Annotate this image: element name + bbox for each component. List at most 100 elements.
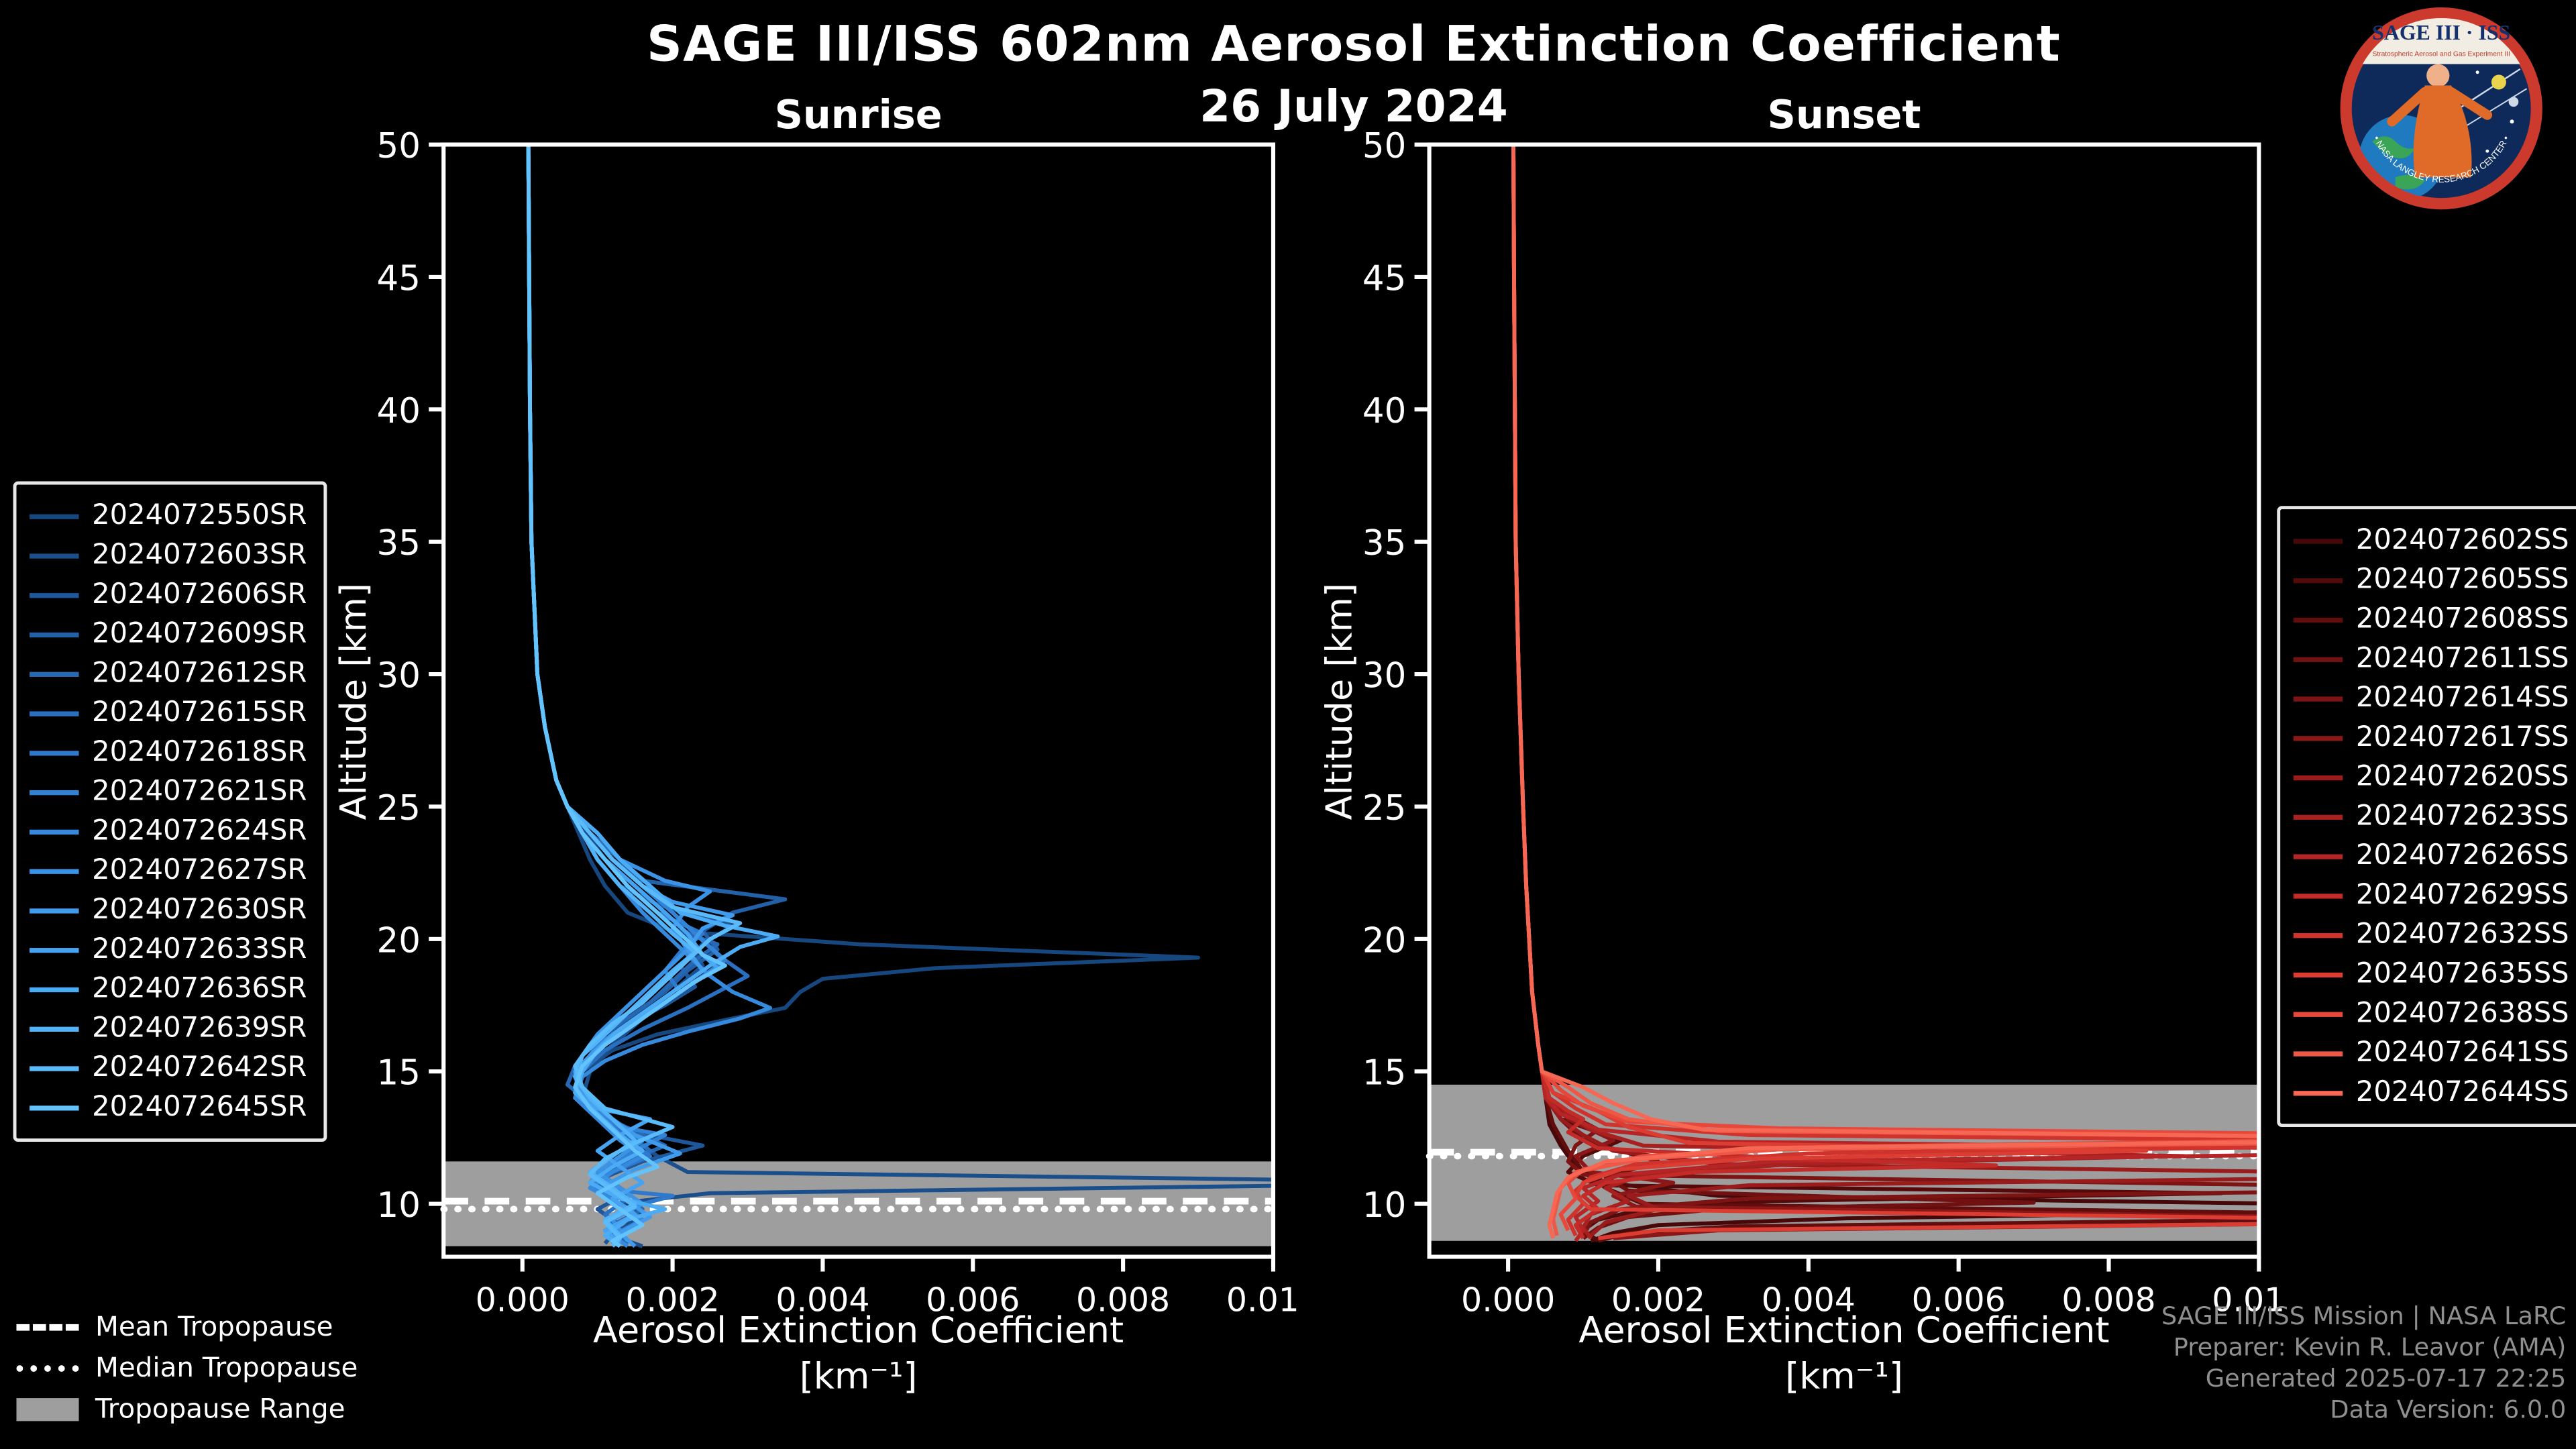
- legend-item: 2024072620SS: [2293, 757, 2569, 797]
- sunrise-x-axis-unit: [km⁻¹]: [799, 1356, 918, 1399]
- legend-line-swatch: [2293, 577, 2343, 583]
- legend-label: 2024072612SR: [92, 657, 307, 690]
- x-tick-label: 0.004: [1762, 1281, 1856, 1319]
- dashed-line-icon: [16, 1323, 79, 1330]
- legend-line-swatch: [30, 749, 79, 755]
- y-tick-label: 20: [1362, 920, 1406, 961]
- y-tick-label: 25: [1362, 788, 1406, 828]
- profile-line-2024072621SR: [526, 144, 727, 1245]
- legend-line-swatch: [2293, 1051, 2343, 1056]
- profile-line-2024072550SR: [526, 144, 1200, 1246]
- legend-line-swatch: [30, 553, 79, 558]
- tropopause-range-label: Tropopause Range: [95, 1393, 345, 1425]
- legend-label: 2024072627SR: [92, 854, 307, 888]
- legend-label: 2024072618SR: [92, 736, 307, 769]
- figure-arms: [2387, 87, 2493, 127]
- legend-label: 2024072644SS: [2355, 1076, 2569, 1110]
- legend-line-swatch: [30, 789, 79, 795]
- y-tick-label: 50: [1362, 128, 1406, 166]
- plot-frame: [441, 142, 1276, 1259]
- x-tick-label: 0.000: [1461, 1281, 1555, 1319]
- legend-line-swatch: [2293, 774, 2343, 780]
- mean-tropopause-label: Mean Tropopause: [95, 1311, 333, 1342]
- profile-line-2024072603SR: [526, 144, 1273, 1248]
- legend-label: 2024072615SR: [92, 696, 307, 730]
- y-tick-label: 45: [377, 258, 421, 299]
- profile-line-2024072623SS: [1511, 144, 2186, 1240]
- legend-label: 2024072606SR: [92, 578, 307, 612]
- x-tick-label: 0.006: [926, 1281, 1020, 1319]
- legend-item: 2024072623SS: [2293, 797, 2569, 837]
- legend-item: 2024072603SR: [30, 535, 307, 575]
- figure-robe: [2413, 85, 2472, 178]
- profile-line-2024072645SR: [526, 144, 727, 1248]
- y-tick-label: 15: [377, 1053, 421, 1093]
- sunset-panel-title: Sunset: [1767, 92, 1921, 138]
- legend-item: 2024072621SR: [30, 772, 307, 812]
- legend-line-swatch: [30, 631, 79, 637]
- x-tick-label: 0.010: [1226, 1281, 1296, 1319]
- x-tick-label: 0.008: [2061, 1281, 2155, 1319]
- sunset-x-axis-label: Aerosol Extinction Coefficient: [1578, 1311, 2110, 1352]
- logo-subtitle: Stratospheric Aerosol and Gas Experiment…: [2372, 50, 2510, 58]
- profile-line-2024072615SR: [526, 144, 750, 1245]
- y-tick-label: 10: [1362, 1185, 1406, 1226]
- sunrise-legend: 2024072550SR 2024072603SR 2024072606SR 2024…: [13, 481, 327, 1142]
- x-tick-label: 0.008: [1076, 1281, 1170, 1319]
- legend-line-swatch: [2293, 735, 2343, 741]
- median-tropopause-entry: Median Tropopause: [16, 1347, 358, 1388]
- legend-label: 2024072642SR: [92, 1051, 307, 1085]
- y-tick-label: 35: [377, 523, 421, 564]
- legend-line-swatch: [30, 828, 79, 834]
- sunset-legend: 2024072602SS 2024072605SS 2024072608SS 2024…: [2277, 506, 2576, 1128]
- legend-item: 2024072606SR: [30, 575, 307, 614]
- legend-item: 2024072636SR: [30, 969, 307, 1009]
- legend-line-swatch: [2293, 538, 2343, 543]
- legend-label: 2024072632SS: [2355, 918, 2569, 951]
- profile-line-2024072627SR: [526, 144, 712, 1242]
- legend-label: 2024072630SR: [92, 894, 307, 927]
- profile-line-2024072639SR: [526, 144, 698, 1248]
- profile-line-2024072626SS: [1511, 144, 2259, 1242]
- legend-item: 2024072629SS: [2293, 875, 2569, 915]
- sunrise-panel-title: Sunrise: [774, 92, 943, 138]
- y-tick-label: 30: [1362, 656, 1406, 696]
- profile-line-2024072620SS: [1511, 144, 2259, 1238]
- profile-line-2024072630SR: [526, 144, 735, 1248]
- legend-item: 2024072638SS: [2293, 994, 2569, 1034]
- legend-label: 2024072609SR: [92, 617, 307, 651]
- profile-line-2024072609SR: [526, 144, 788, 1242]
- x-tick-label: 0.010: [2212, 1281, 2282, 1319]
- legend-label: 2024072626SS: [2355, 839, 2569, 873]
- legend-label: 2024072611SS: [2355, 642, 2569, 676]
- profile-line-2024072606SR: [526, 144, 735, 1245]
- plot-frame: [1427, 142, 2261, 1259]
- credit-preparer: Preparer: Kevin R. Leavor (AMA): [2173, 1332, 2567, 1362]
- profile-line-2024072635SS: [1511, 144, 2259, 1240]
- legend-item: 2024072605SS: [2293, 560, 2569, 600]
- profile-line-2024072636SR: [526, 144, 780, 1248]
- legend-line-swatch: [30, 908, 79, 913]
- legend-line-swatch: [30, 671, 79, 676]
- legend-item: 2024072642SR: [30, 1048, 307, 1087]
- legend-line-swatch: [30, 947, 79, 953]
- legend-item: 2024072602SS: [2293, 521, 2569, 560]
- planet-icon: [2508, 97, 2519, 107]
- legend-line-swatch: [2293, 1011, 2343, 1016]
- legend-label: 2024072617SS: [2355, 721, 2569, 755]
- legend-label: 2024072608SS: [2355, 602, 2569, 636]
- legend-item: 2024072615SR: [30, 693, 307, 733]
- profile-line-2024072624SR: [526, 144, 773, 1248]
- sunrise-plot: 50 45 40 35 30 25 20 15 10 0.000 0.002 0.004 0.006 0.…: [377, 128, 1297, 1319]
- legend-label: 2024072623SS: [2355, 800, 2569, 833]
- profile-line-2024072617SS: [1511, 144, 2259, 1240]
- legend-line-swatch: [30, 1104, 79, 1110]
- profile-line-2024072638SS: [1511, 144, 2259, 1232]
- y-tick-label: 15: [1362, 1053, 1406, 1093]
- legend-item: 2024072624SR: [30, 812, 307, 851]
- legend-label: 2024072621SR: [92, 775, 307, 808]
- profile-line-2024072633SR: [526, 144, 720, 1245]
- legend-line-swatch: [2293, 1089, 2343, 1095]
- profile-line-2024072632SS: [1511, 144, 2259, 1237]
